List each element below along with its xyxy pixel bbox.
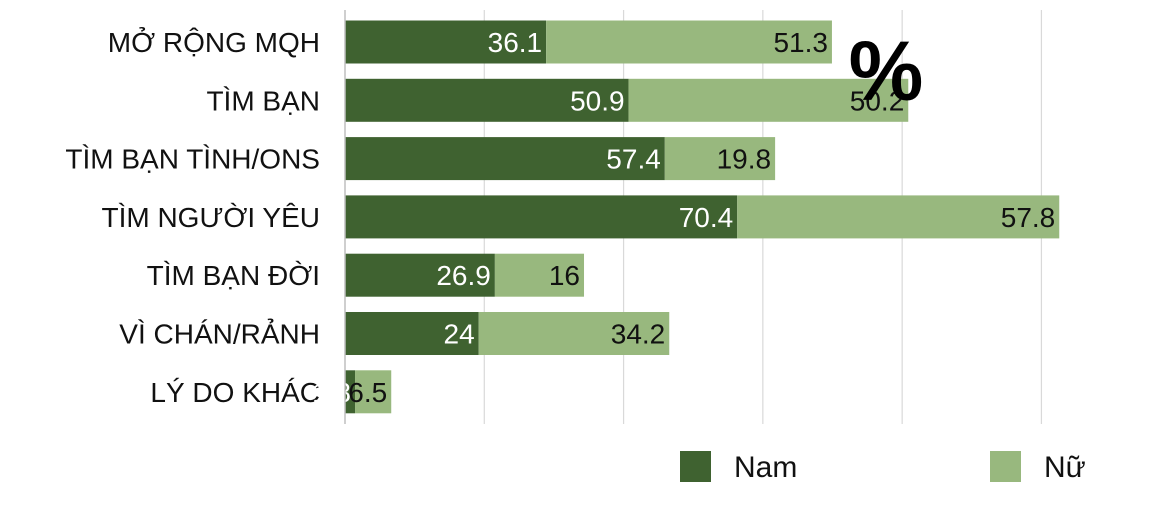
legend-label: Nam (734, 451, 797, 484)
data-label: 51.3 (773, 27, 828, 58)
bar-nu (664, 137, 776, 181)
data-label: 34.2 (611, 319, 666, 350)
data-label: 57.4 (606, 144, 661, 175)
bar-nam (345, 312, 479, 355)
labels: MỞ RỘNG MQH 36.1 51.3 TÌM BẠN 50.9 50.2 TÌM BẠ… (65, 26, 1055, 408)
legend-swatch (680, 451, 711, 482)
category-label: TÌM NGƯỜI YÊU (101, 202, 320, 233)
bar-nu (628, 78, 909, 122)
category-label: TÌM BẠN ĐỜI (147, 260, 320, 291)
data-label: 16 (549, 260, 580, 291)
category-label: TÌM BẠN TÌNH/ONS (65, 144, 320, 175)
data-label: 19.8 (717, 144, 772, 175)
category-label: TÌM BẠN (206, 85, 320, 116)
category-label: LÝ DO KHÁC (150, 377, 320, 408)
data-label: 50.9 (570, 85, 625, 116)
unit-label: % (849, 24, 924, 118)
category-label: MỞ RỘNG MQH (108, 26, 320, 58)
bar-nam (345, 20, 547, 64)
bar-nam (345, 370, 356, 414)
data-label: 6.5 (348, 377, 387, 408)
legend: Nam Nữ (680, 451, 1086, 484)
data-label: 26.9 (436, 260, 491, 291)
data-label: 50.2 (850, 85, 905, 116)
legend-swatch (990, 451, 1021, 482)
bar-nam (345, 137, 665, 181)
bar-nu (546, 20, 832, 64)
data-label: 70.4 (679, 202, 734, 233)
bar-nam (345, 195, 738, 239)
data-label: 24 (444, 319, 475, 350)
bar-nu (494, 253, 585, 297)
bars (345, 20, 1060, 414)
category-label: VÌ CHÁN/RẢNH (119, 318, 320, 350)
data-label: 57.8 (1001, 202, 1056, 233)
bar-nam (345, 253, 495, 297)
bar-nu (478, 312, 670, 355)
legend-label: Nữ (1044, 451, 1086, 484)
data-label: 36.1 (488, 27, 543, 58)
bar-nu (355, 370, 392, 414)
bar-nu (737, 195, 1060, 239)
bar-nam (345, 78, 629, 122)
